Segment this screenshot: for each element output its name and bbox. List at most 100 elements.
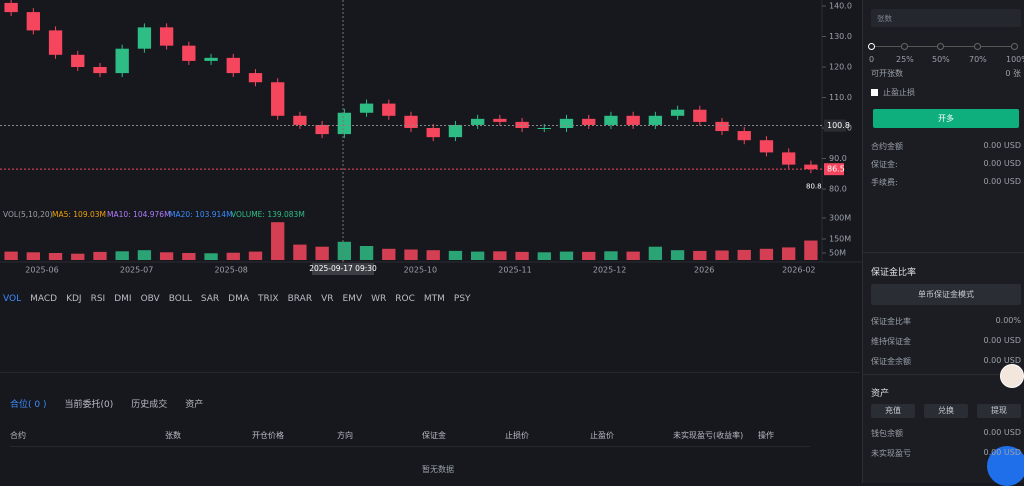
candle — [337, 112, 352, 135]
candle — [515, 121, 529, 128]
slider-label: 50% — [932, 55, 950, 64]
indicator-tab[interactable]: VOL — [3, 294, 22, 304]
indicator-label: VOL(5,10,20) — [3, 210, 53, 219]
indicator-label: MA20: 103.914M — [169, 210, 233, 219]
indicator-tab[interactable]: DMI — [114, 294, 132, 304]
label: 可开张数 — [871, 69, 903, 78]
asset-button[interactable]: 充值 — [871, 404, 915, 418]
indicator-tab[interactable]: BOLL — [168, 294, 192, 304]
y-tick-label: 150M — [829, 235, 851, 244]
value: 0.00 USD — [983, 159, 1021, 168]
x-tick-label: 2025-06 — [25, 266, 58, 275]
volume-bar — [359, 246, 374, 260]
info-row: 保证金余额 0.00 USD — [871, 356, 1021, 367]
position-tab[interactable]: 当前委托(0) — [64, 400, 114, 410]
indicator-tab[interactable]: ROC — [395, 294, 415, 304]
column-header: 止损价 — [505, 431, 529, 440]
indicator-tab[interactable]: PSY — [453, 294, 471, 304]
margin-mode-button[interactable]: 单币保证金模式 — [871, 284, 1021, 305]
candle — [115, 48, 129, 74]
label: 钱包余额 — [871, 429, 903, 438]
candle — [137, 27, 152, 49]
y-tick-label: 110.0 — [829, 93, 852, 102]
candle — [382, 103, 396, 116]
candle — [559, 118, 574, 128]
candle — [404, 115, 418, 128]
tpsl-checkbox[interactable]: 止盈止损 — [871, 87, 915, 98]
divider — [863, 252, 1024, 253]
candle — [693, 109, 707, 122]
candle — [426, 128, 440, 138]
divider — [863, 374, 1024, 375]
volume-bar — [226, 252, 240, 260]
candle — [4, 2, 18, 13]
volume-bar — [759, 248, 774, 260]
y-tick-label: 130.0 — [829, 32, 852, 41]
divider — [10, 446, 810, 447]
candle — [26, 12, 40, 31]
indicator-tab[interactable]: VR — [321, 294, 334, 304]
indicator-tab[interactable]: MACD — [30, 294, 58, 304]
candle — [48, 30, 63, 55]
slider-dot[interactable] — [901, 43, 908, 50]
volume-bar — [804, 240, 818, 260]
value: 0.00 USD — [983, 428, 1021, 437]
label: 手续费: — [871, 178, 898, 187]
position-tab[interactable]: 合位( 0 ) — [10, 400, 47, 410]
candle — [670, 109, 685, 116]
section-title: 保证金比率 — [871, 268, 917, 278]
indicator-tab[interactable]: OBV — [140, 294, 160, 304]
slider-dot[interactable] — [868, 43, 875, 50]
value: 0.00 USD — [983, 448, 1021, 457]
avatar[interactable] — [1000, 364, 1024, 388]
slider-dot[interactable] — [974, 43, 981, 50]
candle — [182, 45, 196, 61]
asset-button[interactable]: 提现 — [977, 404, 1021, 418]
info-row: 手续费: 0.00 USD — [871, 177, 1021, 188]
slider-dot[interactable] — [1011, 43, 1018, 50]
indicator-tab[interactable]: MTM — [423, 294, 445, 304]
candle — [159, 27, 174, 46]
position-tab[interactable]: 资产 — [185, 400, 204, 410]
indicator-tab[interactable]: KDJ — [66, 294, 82, 304]
candle — [293, 115, 307, 125]
asset-button[interactable]: 兑换 — [924, 404, 968, 418]
candle — [248, 73, 263, 83]
position-tab[interactable]: 历史成交 — [131, 400, 168, 410]
indicator-tab[interactable]: SAR — [200, 294, 220, 304]
label: 保证金余额 — [871, 357, 911, 366]
indicator-tab[interactable]: TRIX — [258, 294, 279, 304]
volume-bar — [159, 252, 174, 260]
value: 0.00 USD — [983, 141, 1021, 150]
slider-track[interactable] — [871, 46, 1017, 47]
candle — [626, 115, 640, 125]
volume-bar — [71, 253, 85, 260]
y-tick-label: 120.0 — [829, 63, 852, 72]
volume-bar — [26, 252, 40, 260]
slider-dot[interactable] — [937, 43, 944, 50]
slider-label: 100% — [1006, 55, 1024, 64]
volume-bar — [559, 251, 574, 260]
order-panel: 张数 可开张数 0 张 止盈止损 开多 保证金比率 单币保证金模式 资产 0 25%… — [862, 0, 1024, 486]
volume-bar — [271, 222, 285, 260]
candle — [359, 103, 374, 113]
x-tick-label: 2026-02 — [782, 266, 815, 275]
help-button[interactable] — [987, 446, 1024, 486]
indicator-tab[interactable]: DMA — [228, 294, 250, 304]
quantity-input[interactable]: 张数 — [871, 9, 1021, 27]
indicator-tab[interactable]: EMV — [342, 294, 363, 304]
x-tick-label: 2025-08 — [214, 266, 247, 275]
value: 0.00 USD — [983, 177, 1021, 186]
indicator-tabs: VOL MACD KDJ RSI DMI OBV BOLL SAR DMA TRIX BRAR VR E… — [3, 286, 480, 305]
volume-bar — [315, 246, 329, 260]
indicator-tab[interactable]: BRAR — [287, 294, 313, 304]
volume-bar — [248, 251, 263, 260]
x-tick-label: 2026 — [694, 266, 714, 275]
indicator-tab[interactable]: RSI — [90, 294, 106, 304]
empty-text: 暂无数据 — [422, 465, 454, 474]
indicator-tab[interactable]: WR — [371, 294, 387, 304]
low-price-label: 80.8 — [806, 183, 822, 191]
open-long-button[interactable]: 开多 — [873, 109, 1019, 128]
y-tick-label: 90.0 — [829, 154, 847, 163]
